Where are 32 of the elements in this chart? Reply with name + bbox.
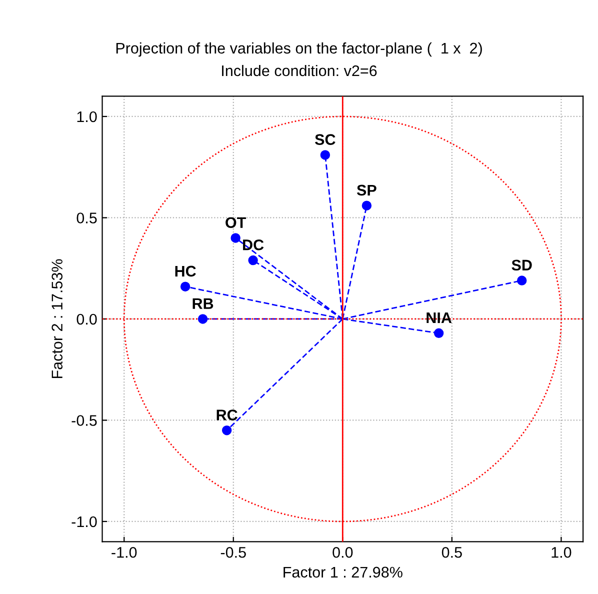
point [362,200,372,210]
point [198,314,208,324]
y-axis-title: Factor 2 : 17.53% [52,259,62,378]
annotation: SP [356,184,376,196]
y-tick-label: -0.5 [72,415,97,426]
y-tick-label: 0.0 [76,314,97,325]
x-tick-label: -1.0 [112,546,137,558]
annotation: NIA [426,312,452,324]
chart-subtitle: Include condition: v2=6 [222,64,377,76]
annotation: DC [243,239,264,250]
annotation: RB [192,298,214,309]
annotation: OT [226,217,246,228]
point [180,282,190,292]
annotation: SD [512,260,532,271]
x-tick-label: 1.0 [552,546,572,558]
y-tick-label: 0.5 [76,212,97,224]
point [320,150,330,160]
chart-title: Projection of the variables on the factor-plane ( 1 x 2) [116,42,482,57]
x-axis-title: Factor 1 : 27.98% [284,566,402,578]
annotation: SC [315,134,336,145]
y-tick-label: -1.0 [72,516,97,528]
annotation: RC [216,410,238,420]
y-tick-label: 1.0 [77,111,97,122]
x-tick-label: 0.5 [442,546,462,558]
annotation: HC [175,266,196,277]
point [516,276,527,286]
point [230,233,240,243]
x-tick-label: 0.0 [332,546,353,558]
x-tick-label: -0.5 [220,546,246,558]
point [222,425,232,436]
point [434,328,444,338]
point [248,255,258,266]
